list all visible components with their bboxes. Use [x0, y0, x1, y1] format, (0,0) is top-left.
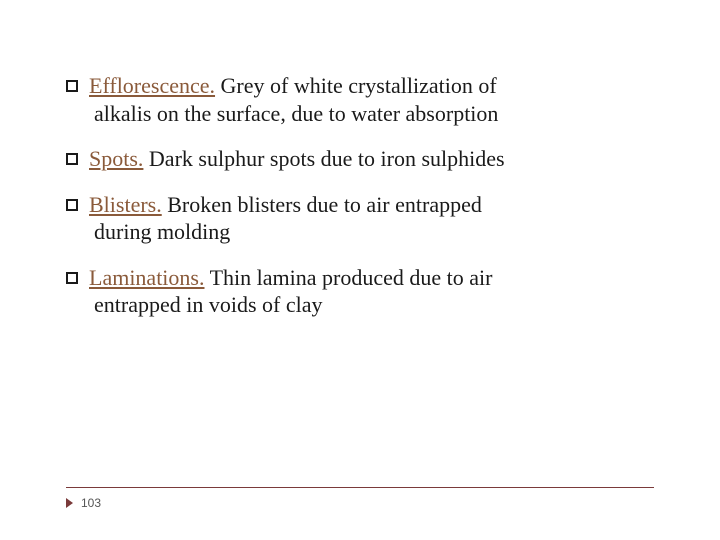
desc-line-a: Thin lamina produced due to air — [204, 265, 492, 290]
desc-line-b: entrapped in voids of clay — [94, 292, 323, 317]
list-item: Blisters. Broken blisters due to air ent… — [66, 191, 662, 246]
desc-line-a: Dark sulphur spots due to iron sulphides — [143, 146, 504, 171]
desc-line-b: during molding — [94, 219, 230, 244]
term: Laminations. — [89, 265, 204, 290]
page-number-row: 103 — [0, 496, 720, 510]
term: Blisters. — [89, 192, 162, 217]
bullet-icon — [66, 272, 78, 284]
bullet-icon — [66, 199, 78, 211]
list-item: Laminations. Thin lamina produced due to… — [66, 264, 662, 319]
page-number: 103 — [81, 496, 101, 510]
desc-line-b: alkalis on the surface, due to water abs… — [94, 101, 498, 126]
term: Efflorescence. — [89, 73, 215, 98]
footer-rule — [66, 487, 654, 488]
footer: 103 — [0, 487, 720, 510]
content-block: Efflorescence. Grey of white crystalliza… — [66, 72, 662, 319]
slide: Efflorescence. Grey of white crystalliza… — [0, 0, 720, 540]
bullet-icon — [66, 153, 78, 165]
bullet-icon — [66, 80, 78, 92]
list-item: Efflorescence. Grey of white crystalliza… — [66, 72, 662, 127]
desc-line-a: Grey of white crystallization of — [215, 73, 497, 98]
list-item: Spots. Dark sulphur spots due to iron su… — [66, 145, 662, 173]
term: Spots. — [89, 146, 143, 171]
desc-line-a: Broken blisters due to air entrapped — [162, 192, 482, 217]
triangle-icon — [66, 498, 73, 508]
